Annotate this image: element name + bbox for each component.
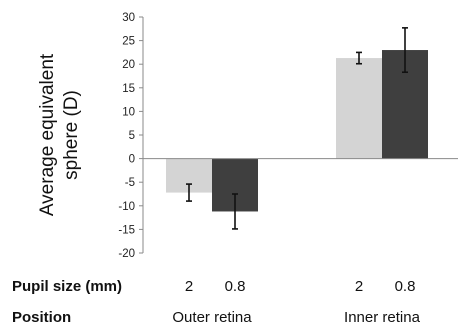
pupil-size-label: 2: [185, 278, 193, 295]
y-tick-label: 0: [129, 154, 135, 166]
position-label: Outer retina: [172, 309, 252, 326]
pupil-size-label: 2: [355, 278, 363, 295]
position-row-label: Position: [12, 309, 71, 326]
pupil-size-row-label: Pupil size (mm): [12, 278, 122, 295]
y-tick-label: 30: [122, 12, 135, 24]
y-axis: 30 25 20 15 10 5 0 -5 -10 -15 -20: [118, 12, 144, 260]
y-axis-label: Average equivalent sphere (D): [37, 53, 82, 216]
y-tick-label: -10: [118, 201, 135, 213]
bars: [166, 27, 428, 230]
pupil-size-label: 0.8: [395, 278, 416, 295]
y-tick-label: -20: [118, 248, 135, 260]
y-tick-label: -5: [125, 177, 135, 189]
bar: [336, 58, 382, 159]
y-tick-label: 20: [122, 59, 135, 71]
category-labels: 2 0.8 Outer retina 2 0.8 Inner retina: [172, 278, 420, 326]
y-axis-title: Average equivalent sphere (D): [37, 53, 82, 216]
y-axis-title-line: Average equivalent: [37, 53, 58, 216]
y-tick-label: -15: [118, 224, 135, 236]
y-axis-title-line: sphere (D): [61, 90, 82, 180]
position-label: Inner retina: [344, 309, 421, 326]
y-tick-label: 10: [122, 106, 135, 118]
y-tick-label: 5: [129, 130, 135, 142]
pupil-size-label: 0.8: [225, 278, 246, 295]
y-tick-label: 15: [122, 83, 135, 95]
y-tick-label: 25: [122, 36, 135, 48]
